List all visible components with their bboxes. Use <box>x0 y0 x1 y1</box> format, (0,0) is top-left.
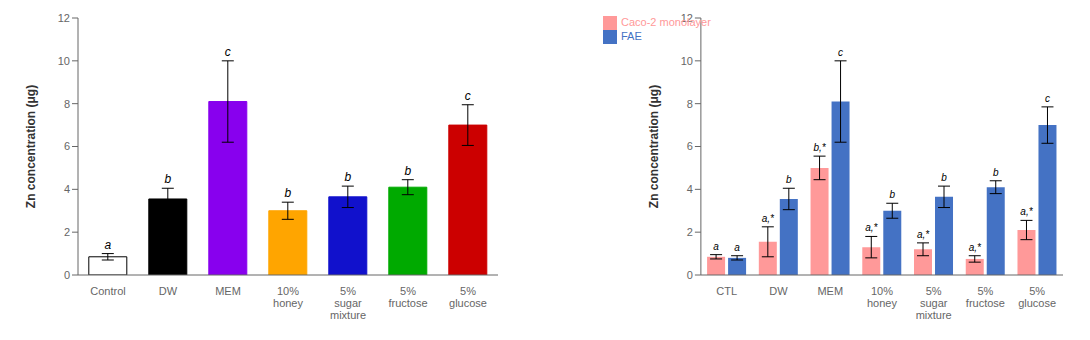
svg-text:b: b <box>404 164 411 178</box>
svg-text:5%fructose: 5%fructose <box>388 285 427 309</box>
svg-text:Zn concentration (μg): Zn concentration (μg) <box>647 85 661 208</box>
svg-text:Control: Control <box>90 285 125 297</box>
svg-text:4: 4 <box>64 183 70 195</box>
svg-text:12: 12 <box>681 12 693 24</box>
svg-text:10: 10 <box>58 55 70 67</box>
svg-text:MEM: MEM <box>215 285 241 297</box>
svg-text:a,*: a,* <box>1020 206 1033 217</box>
svg-text:c: c <box>838 47 843 58</box>
svg-text:12: 12 <box>58 12 70 24</box>
svg-text:b: b <box>344 170 351 184</box>
svg-text:c: c <box>1045 93 1050 104</box>
svg-text:10%honey: 10%honey <box>273 285 303 309</box>
svg-text:6: 6 <box>64 140 70 152</box>
svg-text:10%honey: 10%honey <box>867 285 897 309</box>
svg-text:a,*: a,* <box>762 213 775 224</box>
svg-text:8: 8 <box>64 98 70 110</box>
svg-text:a: a <box>104 238 111 252</box>
svg-text:2: 2 <box>687 226 693 238</box>
svg-text:c: c <box>225 45 231 59</box>
svg-text:5%sugarmixture: 5%sugarmixture <box>330 285 366 321</box>
svg-text:b: b <box>889 189 895 200</box>
svg-text:5%fructose: 5%fructose <box>966 285 1005 309</box>
svg-text:5%sugarmixture: 5%sugarmixture <box>916 285 952 321</box>
svg-text:DW: DW <box>769 285 788 297</box>
svg-text:6: 6 <box>687 140 693 152</box>
svg-text:10: 10 <box>681 55 693 67</box>
svg-text:b: b <box>164 172 171 186</box>
svg-text:MEM: MEM <box>817 285 843 297</box>
svg-text:8: 8 <box>687 98 693 110</box>
svg-text:5%glucose: 5%glucose <box>449 285 487 309</box>
svg-text:b: b <box>993 167 999 178</box>
svg-text:a,*: a,* <box>865 222 878 233</box>
svg-text:2: 2 <box>64 226 70 238</box>
svg-text:b: b <box>786 174 792 185</box>
svg-text:b: b <box>941 172 947 183</box>
svg-text:a,*: a,* <box>969 242 982 253</box>
svg-text:0: 0 <box>687 269 693 281</box>
svg-text:b: b <box>284 186 291 200</box>
svg-text:a,*: a,* <box>917 229 930 240</box>
svg-text:a: a <box>713 241 719 252</box>
svg-text:4: 4 <box>687 183 693 195</box>
svg-text:5%glucose: 5%glucose <box>1018 285 1056 309</box>
svg-text:0: 0 <box>64 269 70 281</box>
svg-text:c: c <box>465 89 471 103</box>
svg-text:CTL: CTL <box>716 285 737 297</box>
svg-text:b,*: b,* <box>813 142 826 153</box>
svg-text:DW: DW <box>159 285 178 297</box>
svg-text:Zn concentration (μg): Zn concentration (μg) <box>24 85 38 208</box>
svg-text:a: a <box>734 242 740 253</box>
